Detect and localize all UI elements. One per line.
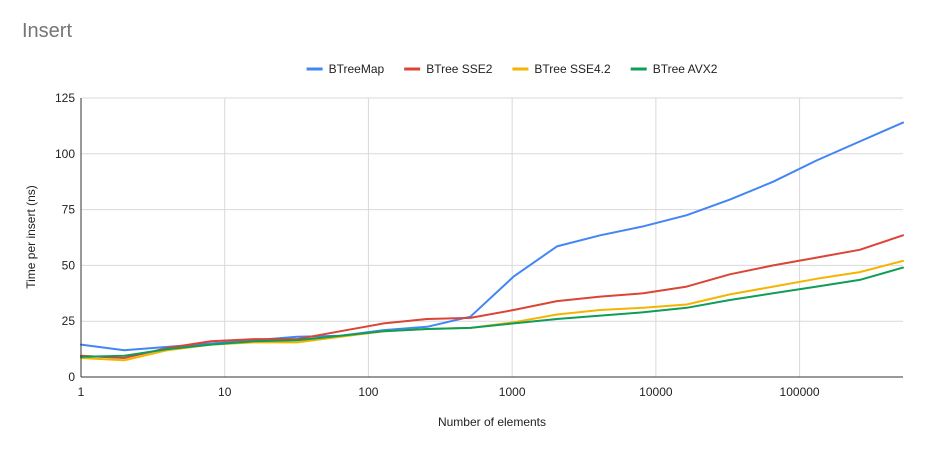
series-line-btreemap — [80, 121, 904, 352]
legend-item: BTree AVX2 — [630, 62, 718, 76]
legend-item: BTree SSE2 — [404, 62, 493, 76]
axes: 0 25 50 75 100 125 1 10 100 1000 10000 100000 — [55, 91, 903, 399]
legend-label: BTreeMap — [329, 62, 385, 76]
x-tick-label: 10000 — [639, 385, 673, 399]
legend: BTreeMap BTree SSE2 BTree SSE4.2 BTree AVX2 — [306, 62, 718, 76]
x-tick-label: 1000 — [499, 385, 526, 399]
series-line-btree-avx2 — [80, 266, 904, 358]
x-axis-title: Number of elements — [438, 415, 546, 429]
x-tick-label: 100 — [358, 385, 378, 399]
y-tick-label: 100 — [55, 147, 75, 161]
y-tick-label: 50 — [62, 258, 76, 272]
gridlines — [81, 97, 903, 377]
x-tick-label: 100000 — [780, 385, 820, 399]
y-tick-label: 125 — [55, 91, 75, 105]
x-tick-label: 10 — [218, 385, 232, 399]
legend-label: BTree SSE4.2 — [534, 62, 611, 76]
y-axis-title: Time per insert (ns) — [24, 185, 38, 289]
y-tick-label: 75 — [62, 203, 76, 217]
x-tick-label: 1 — [78, 385, 85, 399]
legend-item: BTreeMap — [306, 62, 385, 76]
series-line-btree-sse2 — [80, 234, 904, 359]
series-lines — [80, 121, 904, 362]
y-tick-label: 0 — [68, 370, 75, 384]
legend-item: BTree SSE4.2 — [512, 62, 611, 76]
chart-title: Insert — [22, 20, 73, 42]
y-tick-label: 25 — [62, 314, 76, 328]
legend-label: BTree AVX2 — [653, 62, 718, 76]
legend-label: BTree SSE2 — [426, 62, 493, 76]
